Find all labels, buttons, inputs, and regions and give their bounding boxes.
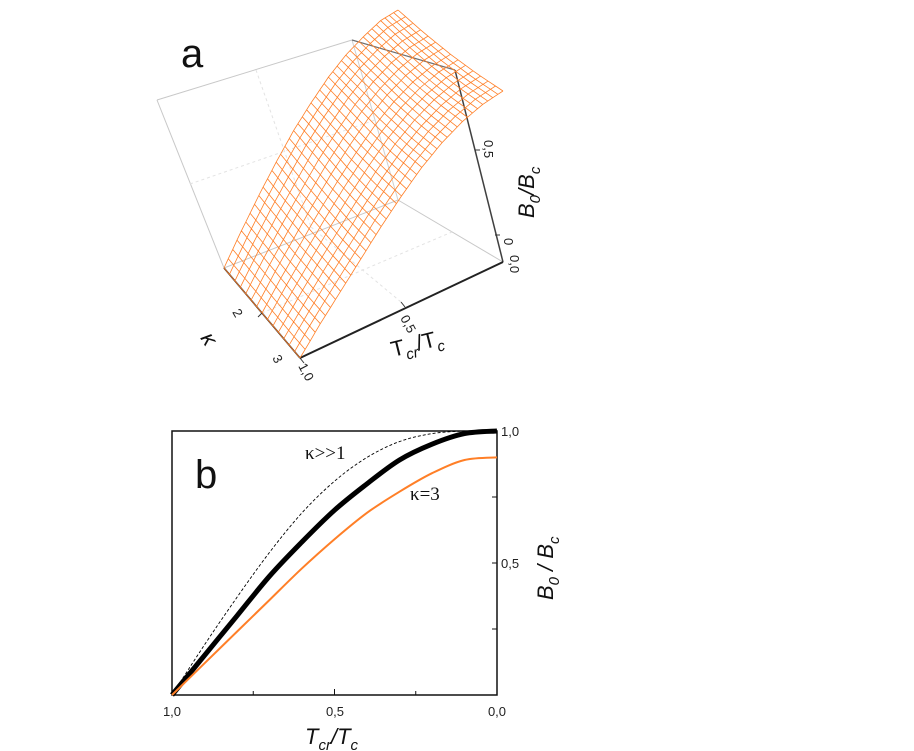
b-y-axis-title: B0 / Bc [533,536,563,600]
b-x-tick-1: 0,5 [326,704,344,719]
panel-b-label: b [195,453,217,497]
b-series-group [170,428,498,697]
a-y-axis-title: κ [196,327,224,350]
b-x-tick-2: 0,0 [488,704,506,719]
b-series-line-2 [171,456,498,696]
surface-wireframe [223,9,504,359]
b-plot-frame [171,430,498,696]
a-y-tick-1: 3 [269,352,286,366]
panel-a-ticks [257,149,500,364]
b-annotation-kappa-large: κ>>1 [305,443,346,464]
a-x-tick-0: 0,5 [397,312,419,335]
b-x-tick-0: 1,0 [163,704,181,719]
a-z-tick-1: 0 [501,238,516,245]
surface-mesh [223,9,504,359]
b-ticks [171,496,498,695]
b-y-tick-1: 1,0 [501,424,519,439]
panel-a-surface-plot: a [156,9,544,383]
b-series-line-0 [171,430,498,696]
a-y-tick-0: 2 [229,306,246,320]
a-x-axis-title: Tcr/Tc [388,325,447,367]
panel-a-label: a [181,32,204,76]
panel-b-line-chart: b 1,0 0,5 0,0 0,5 1,0 κ>>1 κ=3 Tcr/Tc B0… [163,424,563,751]
b-y-tick-0: 0,5 [501,556,519,571]
a-z-tick-2: 0,0 [507,255,522,273]
a-x-tick-1: 1,0 [295,360,317,383]
a-z-axis-title: B0/Bc [514,166,544,218]
b-series-line-1 [170,428,498,697]
a-z-tick-0: 0,5 [481,140,496,158]
b-annotation-kappa-3: κ=3 [410,484,440,505]
b-x-axis-title: Tcr/Tc [305,724,359,751]
